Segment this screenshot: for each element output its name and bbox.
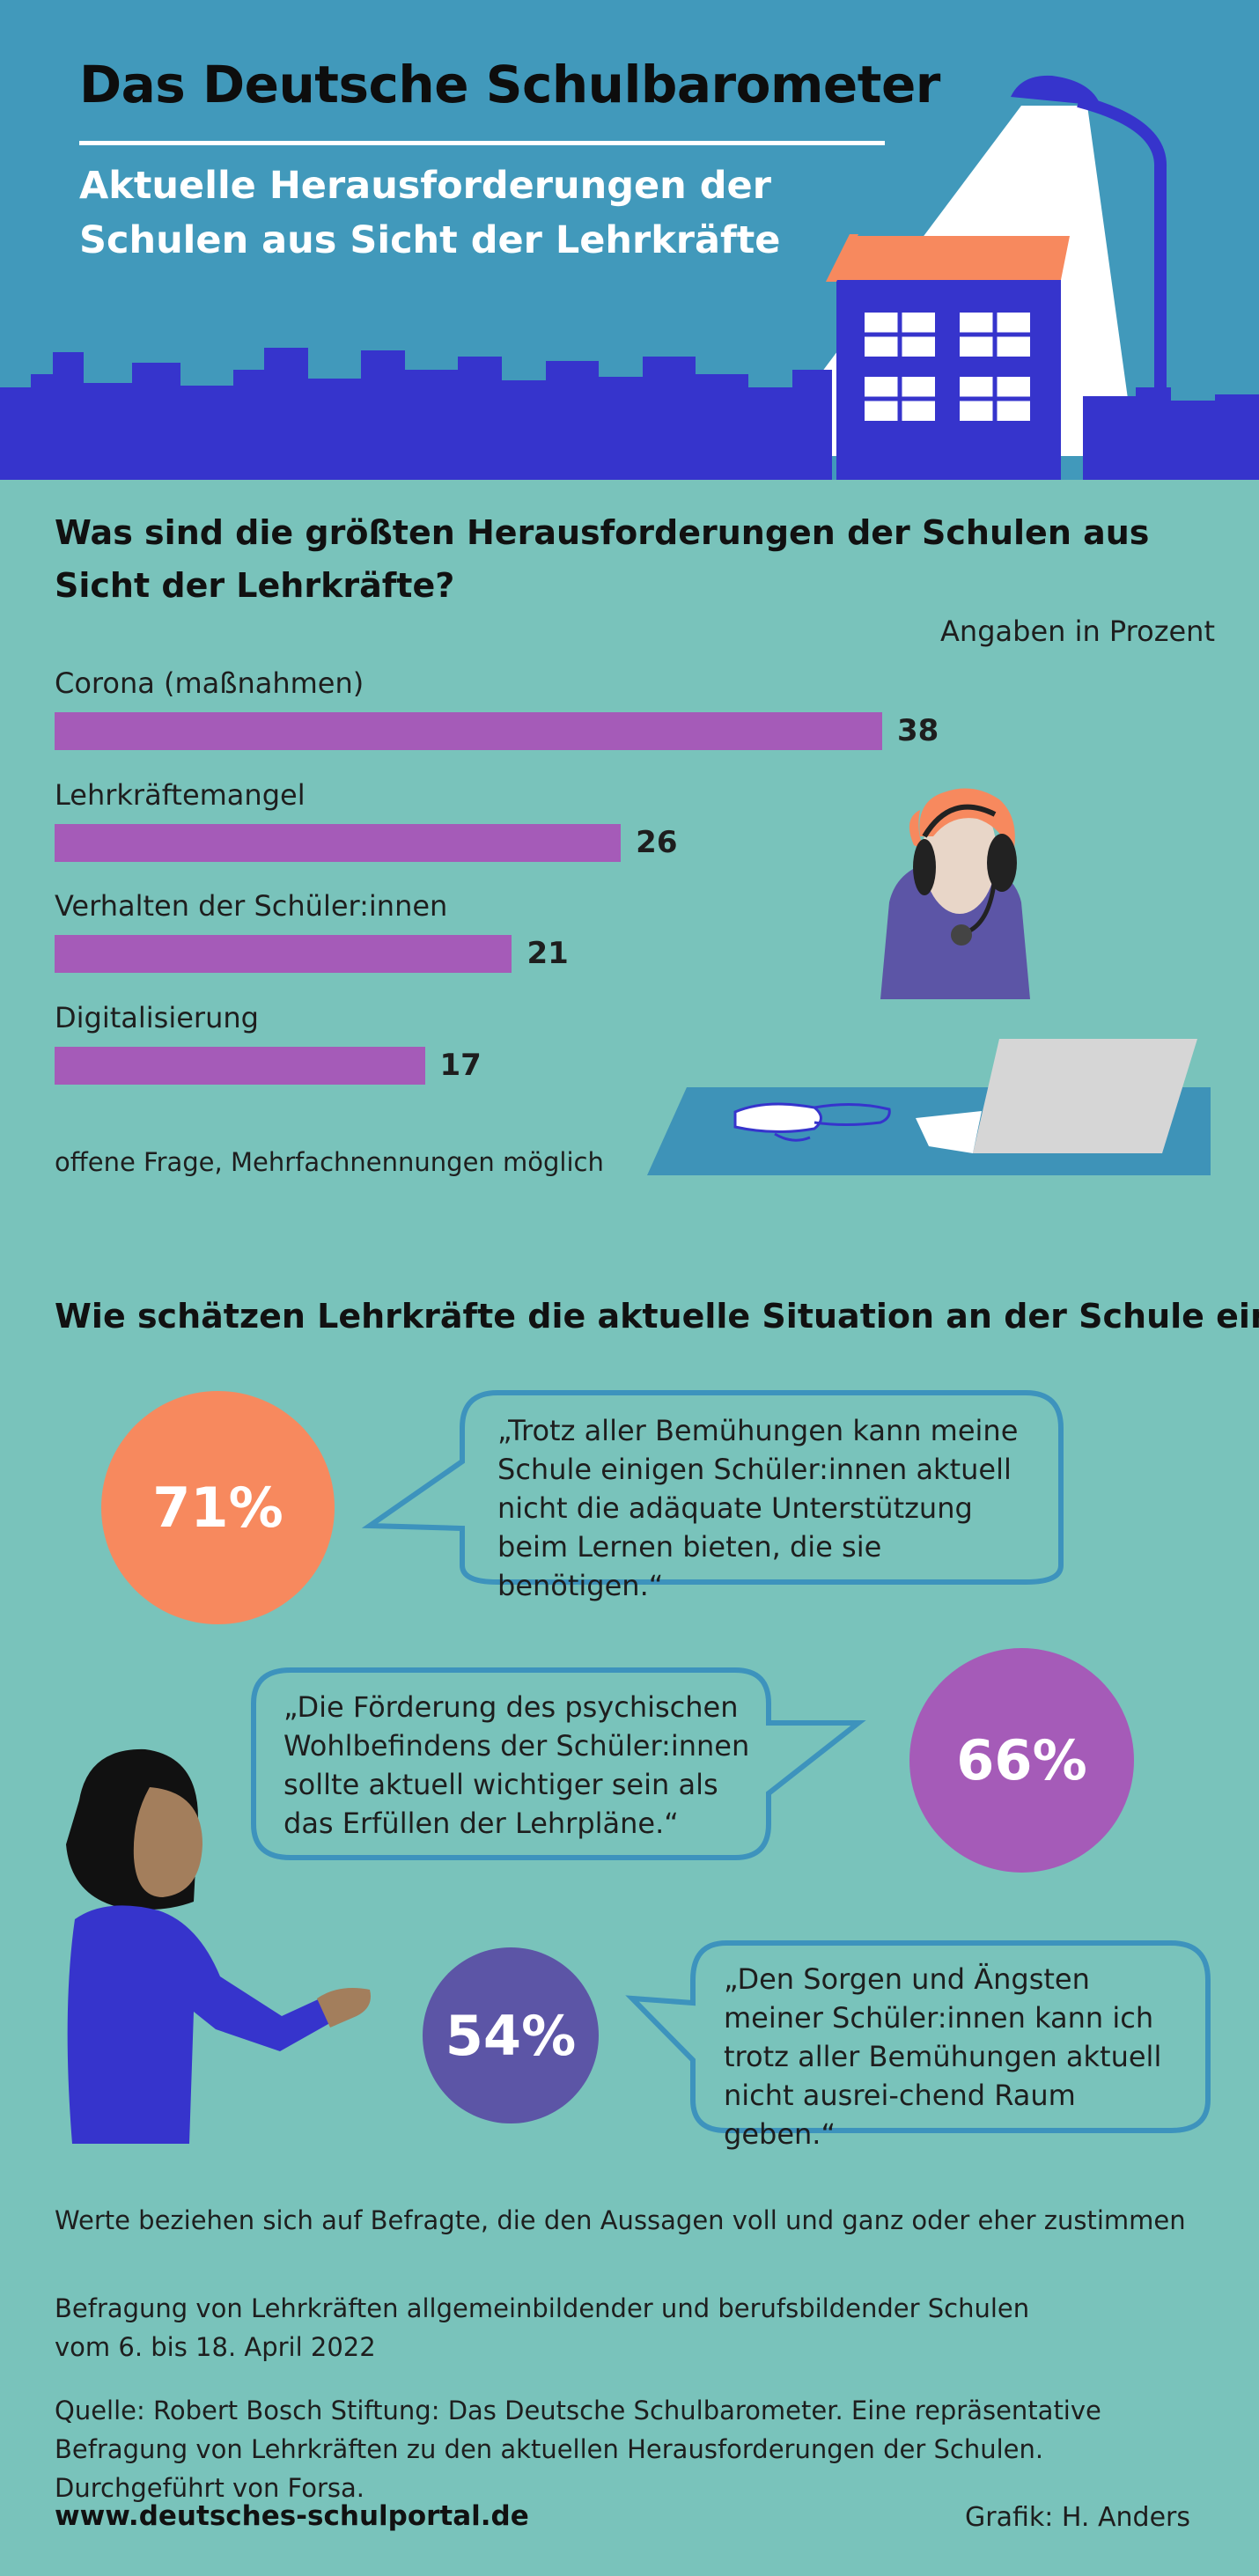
headset-band bbox=[922, 804, 997, 838]
bar-value-label: 26 bbox=[636, 824, 678, 860]
skyline-left bbox=[0, 348, 832, 480]
bar-value-label: 38 bbox=[897, 713, 939, 748]
percent-circle-54: 54% bbox=[423, 1947, 599, 2123]
bar-label: Lehrkräftemangel bbox=[55, 777, 306, 812]
face-mask bbox=[733, 1102, 822, 1134]
chart-question: Was sind die größten Herausforderungen d… bbox=[55, 513, 1150, 605]
teacher-laptop-illustration bbox=[647, 788, 1211, 1175]
survey-info: Befragung von Lehrkräften allgemeinbilde… bbox=[55, 2293, 1030, 2362]
title-divider bbox=[79, 141, 885, 145]
quote-text-1: „Trotz aller Bemühungen kann meine Schul… bbox=[497, 1414, 1019, 1602]
page-title: Das Deutsche Schulbarometer bbox=[79, 55, 940, 114]
skyline-right bbox=[1083, 387, 1259, 480]
speech-bubble-1 bbox=[361, 1390, 1064, 1585]
bar-value-label: 21 bbox=[526, 936, 569, 971]
quote-text-3: „Den Sorgen und Ängsten meiner Schüler:i… bbox=[724, 1962, 1162, 2151]
website-link[interactable]: www.deutsches-schulportal.de bbox=[55, 2500, 529, 2532]
headset-ear-right bbox=[987, 834, 1017, 892]
page-subtitle: Aktuelle Herausforderungen der Schulen a… bbox=[79, 164, 781, 262]
graphic-credit: Grafik: H. Anders bbox=[965, 2502, 1190, 2533]
percent-label-54: 54% bbox=[445, 2003, 577, 2068]
bar bbox=[55, 712, 882, 750]
person-hand bbox=[317, 1987, 371, 2028]
bar-label: Corona (maßnahmen) bbox=[55, 666, 364, 700]
lamp-post bbox=[1077, 95, 1167, 414]
bar-label: Verhalten der Schüler:innen bbox=[55, 889, 448, 923]
percent-label-66: 66% bbox=[956, 1728, 1087, 1792]
bar-label: Digitalisierung bbox=[55, 1000, 259, 1034]
speech-bubbles bbox=[251, 1390, 1211, 2133]
chart-unit-note: Angaben in Prozent bbox=[940, 615, 1215, 648]
person-body bbox=[67, 1905, 335, 2144]
bar bbox=[55, 823, 622, 862]
percent-label-71: 71% bbox=[152, 1476, 283, 1540]
quote-text-2: „Die Förderung des psychischen Wohlbefin… bbox=[283, 1690, 750, 1840]
chart-footnote: offene Frage, Mehrfachnennungen möglich bbox=[55, 1147, 604, 1177]
statements-footnote: Werte beziehen sich auf Befragte, die de… bbox=[55, 2205, 1186, 2235]
teacher-hair bbox=[919, 788, 1015, 858]
person-face bbox=[133, 1787, 202, 1897]
lamp-head bbox=[1011, 75, 1101, 106]
school-roof bbox=[836, 236, 1070, 280]
speech-bubble-2 bbox=[251, 1667, 866, 1860]
source-citation: Quelle: Robert Bosch Stiftung: Das Deuts… bbox=[55, 2396, 1101, 2503]
bar-value-label: 17 bbox=[439, 1047, 482, 1083]
person-illustration bbox=[66, 1748, 371, 2144]
paper-sheet bbox=[916, 1111, 982, 1153]
bar bbox=[55, 1046, 425, 1085]
statements-question: Wie schätzen Lehrkräfte die aktuelle Sit… bbox=[55, 1297, 1259, 1336]
headset-mic bbox=[951, 924, 972, 946]
speech-bubble-3 bbox=[625, 1940, 1211, 2133]
percent-circle-66: 66% bbox=[909, 1648, 1134, 1873]
bar bbox=[55, 935, 512, 973]
percent-circle-71: 71% bbox=[101, 1391, 335, 1624]
laptop-screen bbox=[973, 1039, 1197, 1153]
headset-ear-left bbox=[913, 839, 936, 895]
header-banner: Das Deutsche Schulbarometer Aktuelle Her… bbox=[0, 0, 1259, 480]
skyline-illustration bbox=[0, 75, 1259, 480]
